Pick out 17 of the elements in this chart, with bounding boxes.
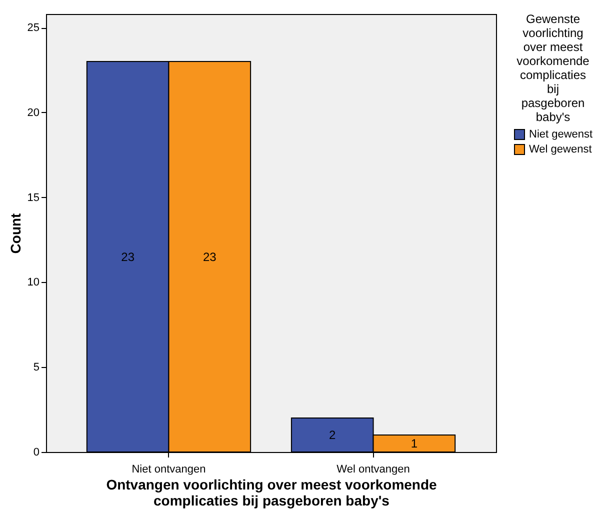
data-label: 2	[329, 428, 336, 442]
x-tick-label: Wel ontvangen	[336, 464, 410, 476]
data-label: 23	[121, 250, 135, 264]
legend-title: Gewenste voorlichting over meest voorkomende complicaties bij pasgeboren baby's	[516, 12, 590, 124]
y-tick-label: 0	[33, 446, 40, 458]
y-tick-label: 25	[27, 22, 40, 34]
data-label: 1	[410, 436, 418, 451]
y-tick-label: 10	[27, 276, 40, 289]
x-axis-title: Ontvangen voorlichting over meest voorkomende complicaties bij pasgeboren baby's	[106, 476, 438, 508]
y-tick-label: 20	[27, 106, 40, 119]
legend-label: Niet gewenst	[529, 128, 593, 140]
y-tick-label: 5	[33, 362, 40, 374]
y-axis-title: Count	[7, 212, 24, 254]
data-label: 23	[202, 250, 217, 264]
x-tick-label: Niet ontvangen	[132, 464, 206, 476]
y-tick-label: 15	[27, 192, 40, 204]
legend-label: Wel gewenst	[529, 144, 592, 156]
